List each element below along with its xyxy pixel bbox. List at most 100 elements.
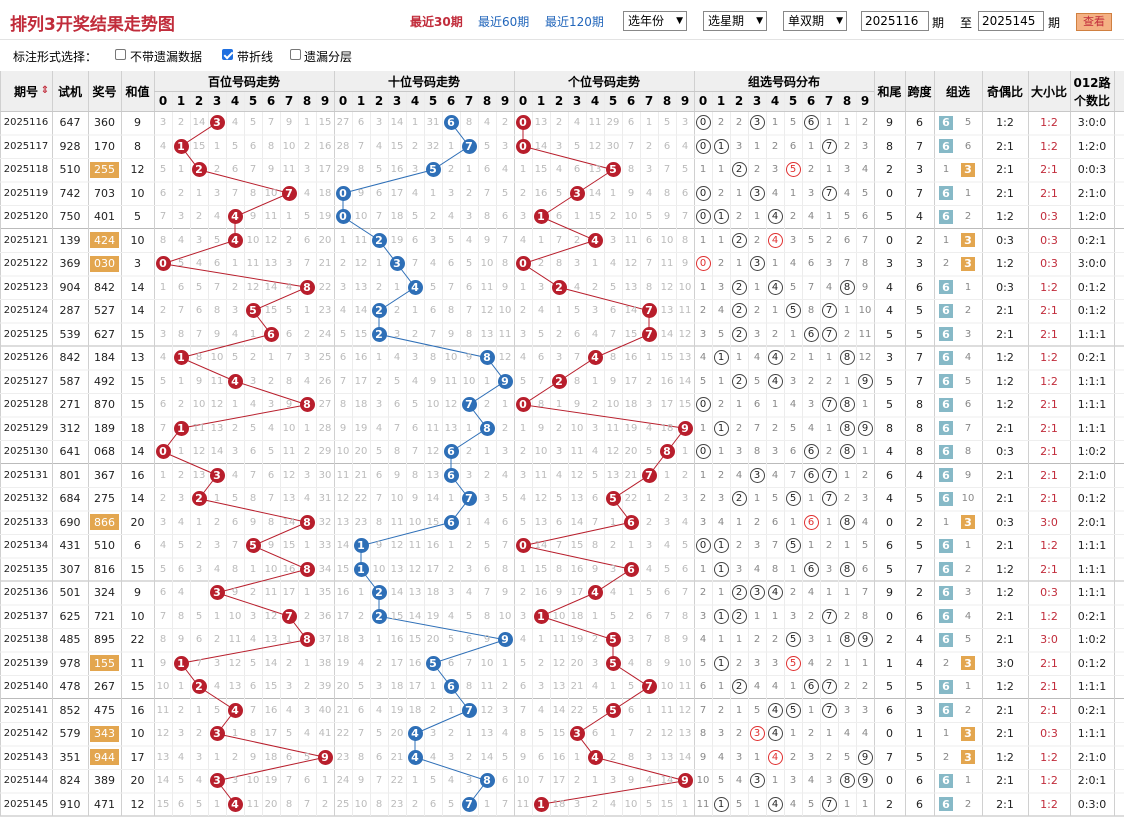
ones-drawn-ball: 1 bbox=[533, 608, 549, 624]
omission-cell: 24 bbox=[336, 775, 350, 787]
omission-cell: 1 bbox=[591, 258, 599, 270]
omission-cell: 4 bbox=[177, 587, 185, 599]
group-drawn-ring: 1 bbox=[713, 608, 729, 624]
omission-cell: 1 bbox=[429, 187, 437, 199]
group-drawn-ring: 5 bbox=[785, 538, 801, 554]
option-omission-layer-checkbox[interactable] bbox=[290, 49, 301, 60]
prize-number-cell: 527 bbox=[94, 304, 115, 318]
omission-cell: 4 bbox=[303, 493, 311, 505]
group-drawn-ring: 8 bbox=[839, 397, 855, 413]
omission-cell: 3 bbox=[501, 704, 509, 716]
span-cell: 6 bbox=[916, 797, 923, 811]
omission-cell: 2 bbox=[537, 657, 545, 669]
omission-cell: 7 bbox=[465, 657, 473, 669]
option-no-omission-checkbox[interactable] bbox=[115, 49, 126, 60]
omission-cell: 13 bbox=[480, 728, 494, 740]
group-omission-cell: 1 bbox=[861, 657, 869, 669]
hundreds-drawn-ball: 2 bbox=[191, 679, 207, 695]
omission-cell: 3 bbox=[519, 610, 527, 622]
omission-cell: 11 bbox=[660, 258, 674, 270]
group-drawn-ring: 7 bbox=[821, 397, 837, 413]
route-ratio-cell: 1:1:1 bbox=[1077, 539, 1107, 553]
sum-tail-cell: 0 bbox=[886, 515, 893, 529]
query-button[interactable]: 查看 bbox=[1076, 13, 1112, 31]
omission-cell: 6 bbox=[249, 446, 257, 458]
omission-cell: 1 bbox=[375, 634, 383, 646]
omission-cell: 23 bbox=[318, 305, 332, 317]
period-column-header[interactable]: 期号 bbox=[13, 84, 38, 99]
omission-cell: 20 bbox=[336, 681, 350, 693]
ones-drawn-ball: 2 bbox=[551, 279, 567, 295]
omission-cell: 1 bbox=[627, 587, 635, 599]
weekday-select[interactable]: 选星期 ▼ bbox=[703, 11, 767, 31]
digit-header: 9 bbox=[320, 94, 330, 108]
group-type-badge: 6 bbox=[939, 421, 953, 436]
omission-cell: 7 bbox=[681, 587, 689, 599]
omission-cell: 18 bbox=[624, 399, 638, 411]
omission-cell: 15 bbox=[678, 399, 692, 411]
test-number-cell: 579 bbox=[59, 727, 81, 741]
omission-cell: 4 bbox=[591, 328, 599, 340]
sort-icon[interactable]: ⇕ bbox=[40, 84, 50, 96]
omission-cell: 4 bbox=[195, 258, 203, 270]
omission-cell: 2 bbox=[555, 422, 563, 434]
omission-cell: 6 bbox=[411, 422, 419, 434]
omission-cell: 1 bbox=[681, 446, 689, 458]
omission-cell: 14 bbox=[678, 375, 692, 387]
omission-cell: 23 bbox=[390, 798, 404, 810]
omission-cell: 1 bbox=[645, 493, 653, 505]
omission-cell: 4 bbox=[303, 187, 311, 199]
group-drawn-ring: 7 bbox=[821, 467, 837, 483]
omission-cell: 3 bbox=[555, 352, 563, 364]
to-period-input[interactable]: 2025145 bbox=[978, 11, 1044, 31]
group-omission-cell: 1 bbox=[771, 399, 779, 411]
year-select[interactable]: 选年份 ▼ bbox=[623, 11, 687, 31]
digit-header: 6 bbox=[626, 94, 636, 108]
omission-cell: 15 bbox=[552, 728, 566, 740]
group-omission-cell: 3 bbox=[699, 328, 707, 340]
omission-cell: 14 bbox=[534, 140, 548, 152]
digit-header: 4 bbox=[410, 94, 420, 108]
omission-cell: 9 bbox=[177, 634, 185, 646]
period-cell: 2025118 bbox=[3, 164, 49, 176]
tens-drawn-ball: 3 bbox=[389, 256, 405, 272]
omission-cell: 14 bbox=[678, 751, 692, 763]
range-link-60[interactable]: 最近60期 bbox=[478, 15, 530, 29]
omission-cell: 33 bbox=[318, 540, 332, 552]
omission-cell: 11 bbox=[534, 469, 548, 481]
option-trend-line-checkbox[interactable] bbox=[222, 49, 233, 60]
omission-cell: 14 bbox=[480, 751, 494, 763]
group-drawn-ring: 9 bbox=[857, 773, 873, 789]
group-omission-cell: 1 bbox=[699, 164, 707, 176]
omission-cell: 7 bbox=[303, 258, 311, 270]
omission-cell: 5 bbox=[267, 446, 275, 458]
group-type-badge: 6 bbox=[939, 115, 953, 130]
from-period-input[interactable]: 2025116 bbox=[861, 11, 929, 31]
omission-cell: 2 bbox=[375, 375, 383, 387]
omission-cell: 6 bbox=[681, 563, 689, 575]
odd-even-cell: 1:2 bbox=[996, 351, 1014, 365]
omission-cell: 5 bbox=[177, 258, 185, 270]
omission-cell: 10 bbox=[282, 140, 296, 152]
range-link-120[interactable]: 最近120期 bbox=[545, 15, 604, 29]
group-drawn-ring: 2 bbox=[731, 232, 747, 248]
omission-cell: 14 bbox=[426, 493, 440, 505]
omission-cell: 4 bbox=[231, 328, 239, 340]
odd-even-cell: 0:3 bbox=[996, 233, 1014, 247]
sum-tail-cell: 0 bbox=[886, 609, 893, 623]
group-omission-cell: 3 bbox=[771, 657, 779, 669]
group-drawn-ring: 0 bbox=[695, 185, 711, 201]
range-link-30[interactable]: 最近30期 bbox=[410, 15, 463, 29]
omission-cell: 14 bbox=[156, 775, 170, 787]
omission-cell: 4 bbox=[411, 187, 419, 199]
omission-cell: 7 bbox=[483, 587, 491, 599]
odd-even-cell: 1:2 bbox=[996, 586, 1014, 600]
tens-drawn-ball: 7 bbox=[461, 138, 477, 154]
omission-cell: 11 bbox=[426, 422, 440, 434]
parity-select[interactable]: 单双期 ▼ bbox=[783, 11, 847, 31]
omission-cell: 2 bbox=[501, 681, 509, 693]
omission-cell: 22 bbox=[318, 281, 332, 293]
group-drawn-ring: 5 bbox=[785, 162, 801, 178]
omission-cell: 3 bbox=[159, 117, 167, 129]
omission-cell: 7 bbox=[501, 234, 509, 246]
